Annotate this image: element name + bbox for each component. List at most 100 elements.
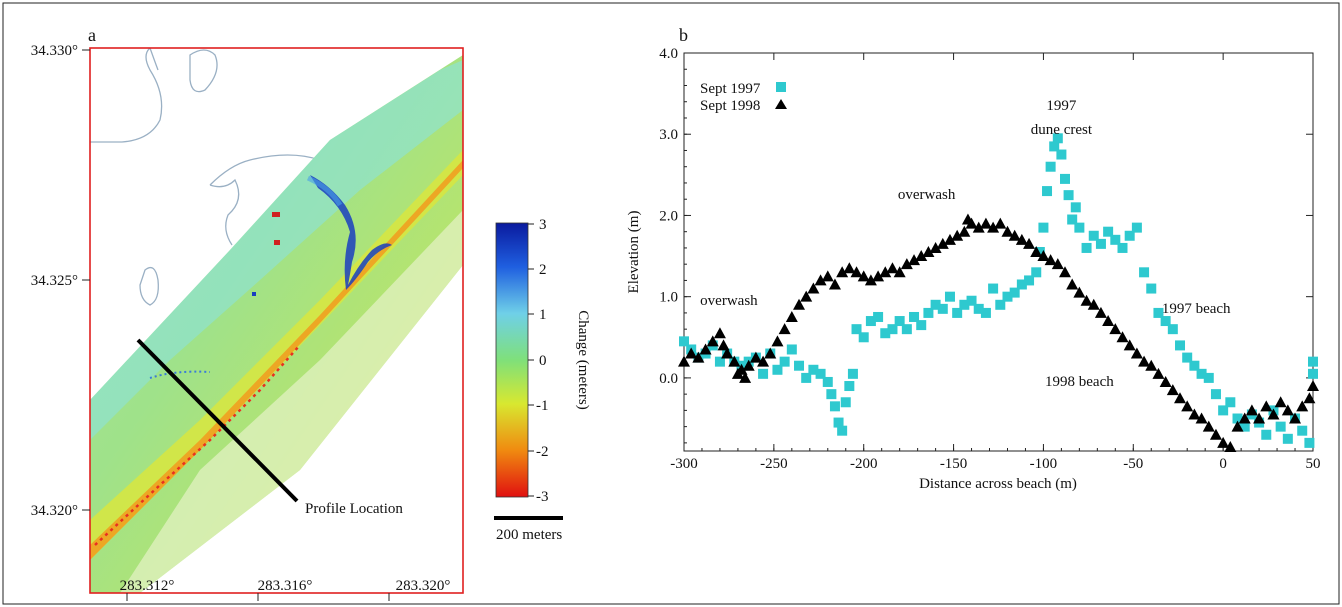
point-sept-1997 xyxy=(1052,133,1063,144)
point-sept-1997 xyxy=(865,316,876,327)
point-sept-1998 xyxy=(1080,294,1093,306)
point-sept-1997 xyxy=(1146,283,1157,294)
panel-a: a xyxy=(31,25,591,601)
legend-label-1998: Sept 1998 xyxy=(700,98,760,114)
point-sept-1998 xyxy=(872,270,885,282)
point-sept-1997 xyxy=(894,316,905,327)
annotation-label: overwash xyxy=(898,187,956,203)
point-sept-1997 xyxy=(1045,161,1056,172)
point-sept-1997 xyxy=(966,295,977,306)
point-sept-1997 xyxy=(980,307,991,318)
y-tick-label: 4.0 xyxy=(659,46,678,62)
point-sept-1998 xyxy=(1245,404,1258,416)
point-sept-1998 xyxy=(1116,331,1129,343)
point-sept-1997 xyxy=(801,372,812,383)
point-sept-1997 xyxy=(887,324,898,335)
point-sept-1998 xyxy=(728,355,741,367)
panel-b-label: b xyxy=(679,25,688,45)
colorbar-title: Change (meters) xyxy=(575,310,591,410)
x-axis: -300 -250 -200 -150 -100 -50 0 50 xyxy=(670,53,1321,472)
point-sept-1998 xyxy=(1008,229,1021,241)
point-sept-1998 xyxy=(843,262,856,274)
point-sept-1998 xyxy=(706,335,719,347)
legend-label-1997: Sept 1997 xyxy=(700,81,761,97)
point-sept-1998 xyxy=(936,237,949,249)
point-sept-1997 xyxy=(779,356,790,367)
point-sept-1998 xyxy=(814,274,827,286)
panel-b: b -300 -250 -200 -150 -100 -50 0 50 0.0 1.0 2.0 3.… xyxy=(626,25,1321,492)
legend-marker-1997 xyxy=(776,82,786,92)
map-x-tick: 283.316° xyxy=(258,578,313,594)
point-sept-1997 xyxy=(1124,230,1135,241)
point-sept-1997 xyxy=(1304,437,1315,448)
point-sept-1997 xyxy=(858,332,869,343)
point-sept-1998 xyxy=(1188,408,1201,420)
point-sept-1997 xyxy=(1063,190,1074,201)
point-sept-1998 xyxy=(900,258,913,270)
point-sept-1997 xyxy=(1182,352,1193,363)
point-sept-1997 xyxy=(916,320,927,331)
point-sept-1998 xyxy=(929,241,942,253)
point-sept-1998 xyxy=(979,217,992,229)
point-sept-1998 xyxy=(1138,355,1151,367)
point-sept-1997 xyxy=(995,299,1006,310)
point-sept-1998 xyxy=(1015,233,1028,245)
y-tick-label: 1.0 xyxy=(659,290,678,306)
point-sept-1998 xyxy=(807,282,820,294)
point-sept-1997 xyxy=(937,303,948,314)
point-sept-1997 xyxy=(952,307,963,318)
point-sept-1998 xyxy=(1181,400,1194,412)
x-tick-label: -200 xyxy=(850,456,878,472)
point-sept-1997 xyxy=(1261,429,1272,440)
point-sept-1997 xyxy=(1239,421,1250,432)
point-sept-1997 xyxy=(822,376,833,387)
point-sept-1998 xyxy=(1253,412,1266,424)
colorbar-tick: -2 xyxy=(536,444,549,460)
point-sept-1998 xyxy=(1023,237,1036,249)
point-sept-1998 xyxy=(793,298,806,310)
point-sept-1997 xyxy=(1131,222,1142,233)
point-sept-1997 xyxy=(901,324,912,335)
point-sept-1998 xyxy=(1209,428,1222,440)
point-sept-1998 xyxy=(1066,278,1079,290)
annotations: 1997 dune crest overwash overwash 1997 beach… xyxy=(700,98,1231,390)
point-sept-1997 xyxy=(833,417,844,428)
point-sept-1997 xyxy=(988,283,999,294)
point-sept-1998 xyxy=(1238,412,1251,424)
annotation-label: 1997 xyxy=(1046,98,1077,114)
point-sept-1998 xyxy=(1231,420,1244,432)
point-sept-1997 xyxy=(1189,360,1200,371)
point-sept-1998 xyxy=(1307,380,1319,392)
point-sept-1998 xyxy=(1195,412,1208,424)
annotation-label: 1998 beach xyxy=(1045,374,1114,390)
point-sept-1998 xyxy=(742,359,755,371)
point-sept-1997 xyxy=(1153,307,1164,318)
annotation-label: overwash xyxy=(700,293,758,309)
x-tick-label: -100 xyxy=(1030,456,1058,472)
point-sept-1998 xyxy=(886,262,899,274)
point-sept-1998 xyxy=(850,266,863,278)
point-sept-1998 xyxy=(972,221,985,233)
point-sept-1998 xyxy=(735,363,748,375)
point-sept-1997 xyxy=(844,381,855,392)
point-sept-1998 xyxy=(1123,339,1136,351)
point-sept-1998 xyxy=(922,246,935,257)
scale-bar-label: 200 meters xyxy=(496,527,562,543)
point-sept-1997 xyxy=(837,425,848,436)
point-sept-1998 xyxy=(951,229,964,241)
colorbar: 3 2 1 0 -1 -2 -3 Change (meters) xyxy=(495,217,591,505)
map-y-tick: 34.320° xyxy=(31,503,78,519)
panel-a-label: a xyxy=(88,25,96,45)
point-sept-1997 xyxy=(1059,173,1070,184)
point-sept-1998 xyxy=(958,225,971,237)
point-sept-1998 xyxy=(908,254,921,266)
point-sept-1997 xyxy=(1167,324,1178,335)
point-sept-1998 xyxy=(857,270,870,282)
point-sept-1998 xyxy=(1109,323,1122,335)
colorbar-tick: -1 xyxy=(536,398,549,414)
point-sept-1998 xyxy=(965,217,978,229)
point-sept-1998 xyxy=(1030,246,1043,257)
point-sept-1998 xyxy=(1087,298,1100,310)
point-sept-1997 xyxy=(923,307,934,318)
